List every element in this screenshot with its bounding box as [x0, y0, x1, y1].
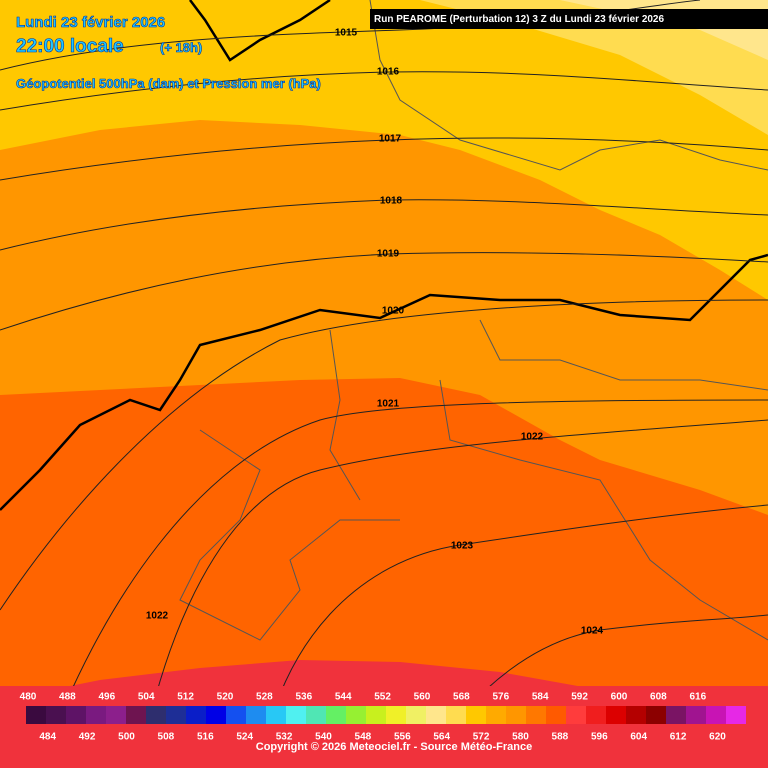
scale-swatch [266, 706, 286, 724]
scale-label: 576 [492, 692, 509, 703]
legend-bg [0, 686, 768, 768]
scale-label: 492 [79, 732, 96, 743]
scale-swatch [226, 706, 246, 724]
field-564 [420, 0, 768, 135]
scale-label: 584 [532, 692, 549, 703]
scale-swatch [646, 706, 666, 724]
scale-swatch [286, 706, 306, 724]
run-box [370, 9, 768, 29]
isobar-label: 1019 [377, 249, 400, 260]
scale-label: 604 [630, 732, 647, 743]
scale-label: 536 [295, 692, 312, 703]
scale-label: 512 [177, 692, 194, 703]
scale-swatch [606, 706, 626, 724]
scale-swatch [626, 706, 646, 724]
isobar-label: 1021 [377, 399, 400, 410]
isobar-label: 1022 [146, 611, 169, 622]
isobar-label: 1018 [380, 196, 403, 207]
scale-label: 620 [709, 732, 726, 743]
scale-swatch [706, 706, 726, 724]
scale-swatch [406, 706, 426, 724]
scale-swatch [126, 706, 146, 724]
scale-label: 596 [591, 732, 608, 743]
lead: (+ 18h) [160, 40, 202, 55]
scale-swatch [426, 706, 446, 724]
scale-swatch [546, 706, 566, 724]
scale-swatch [526, 706, 546, 724]
scale-label: 480 [20, 692, 37, 703]
run: Run PEAROME (Perturbation 12) 3 Z du Lun… [374, 14, 664, 25]
scale-label: 564 [433, 732, 450, 743]
scale-label: 548 [355, 732, 372, 743]
isobar-label: 1015 [335, 28, 358, 39]
scale-swatch [206, 706, 226, 724]
scale-swatch [246, 706, 266, 724]
scale-swatch [566, 706, 586, 724]
scale-swatch [486, 706, 506, 724]
scale-swatch [346, 706, 366, 724]
isobar-label: 1017 [379, 134, 402, 145]
isobar-label: 1016 [377, 67, 400, 78]
scale-swatch [466, 706, 486, 724]
time: 22:00 locale [16, 36, 124, 57]
scale-swatch [326, 706, 346, 724]
scale-label: 588 [552, 732, 569, 743]
scale-label: 600 [611, 692, 628, 703]
date: Lundi 23 février 2026 [16, 14, 165, 31]
scale-swatch [106, 706, 126, 724]
scale-swatch [306, 706, 326, 724]
isobar-label: 1024 [581, 626, 604, 637]
scale-label: 608 [650, 692, 667, 703]
scale-swatch [66, 706, 86, 724]
scale-label: 560 [414, 692, 431, 703]
scale-swatch [686, 706, 706, 724]
scale-swatch [366, 706, 386, 724]
scale-swatch [186, 706, 206, 724]
scale-swatch [446, 706, 466, 724]
scale-swatch [166, 706, 186, 724]
scale-label: 508 [158, 732, 175, 743]
color-scale: 480 484 488 492 496 500 504 508 512 516 520 524 528 5… [20, 692, 746, 743]
scale-label: 580 [512, 732, 529, 743]
scale-swatch [726, 706, 746, 724]
scale-label: 540 [315, 732, 332, 743]
scale-label: 556 [394, 732, 411, 743]
scale-label: 592 [571, 692, 588, 703]
scale-label: 484 [39, 732, 56, 743]
scale-label: 504 [138, 692, 155, 703]
scale-label: 528 [256, 692, 273, 703]
scale-label: 520 [217, 692, 234, 703]
borders [0, 0, 768, 641]
scale-label: 516 [197, 732, 214, 743]
scale-label: 500 [118, 732, 135, 743]
scale-label: 572 [473, 732, 490, 743]
scale-swatch [666, 706, 686, 724]
copyright: Copyright © 2026 Meteociel.fr - Source M… [256, 741, 532, 753]
scale-label: 496 [98, 692, 115, 703]
scale-swatch [506, 706, 526, 724]
scale-swatch [146, 706, 166, 724]
scale-label: 552 [374, 692, 391, 703]
field-title: Géopotentiel 500hPa (dam) et Pression me… [16, 76, 321, 91]
isobar-label: 1020 [382, 306, 405, 317]
scale-label: 524 [236, 732, 253, 743]
scale-swatch [46, 706, 66, 724]
scale-label: 616 [689, 692, 706, 703]
scale-label: 612 [670, 732, 687, 743]
scale-swatch [86, 706, 106, 724]
scale-swatch [386, 706, 406, 724]
field-568 [0, 0, 768, 300]
scale-label: 568 [453, 692, 470, 703]
scale-label: 488 [59, 692, 76, 703]
scale-swatch [586, 706, 606, 724]
scale-swatch [26, 706, 46, 724]
isobar-label: 1023 [451, 541, 474, 552]
scale-label: 544 [335, 692, 352, 703]
isobar-label: 1022 [521, 432, 544, 443]
scale-label: 532 [276, 732, 293, 743]
